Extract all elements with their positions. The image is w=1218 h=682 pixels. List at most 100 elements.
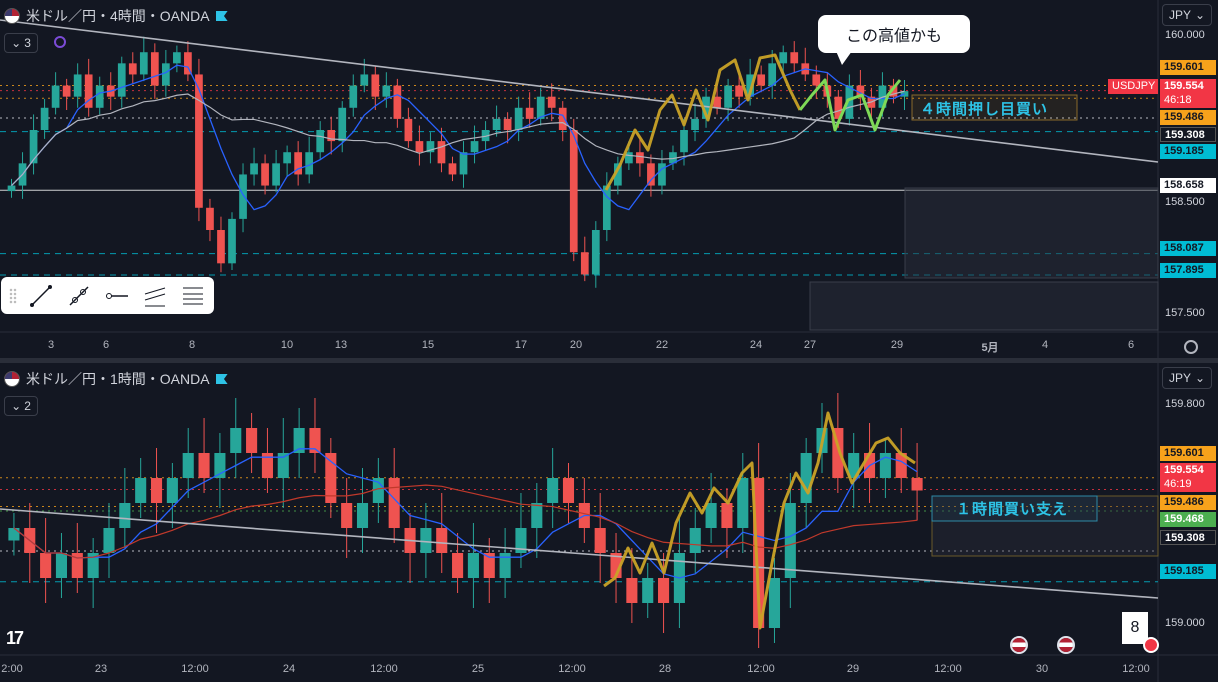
candle-body: [117, 63, 126, 97]
candle-body: [669, 152, 677, 164]
event-count[interactable]: 8: [1122, 612, 1148, 644]
candle-body: [753, 478, 765, 628]
chevron-down-icon: ⌄: [1194, 8, 1205, 22]
trend-line-icon[interactable]: [27, 282, 55, 310]
time-axis-tick: 4: [1041, 339, 1049, 351]
candle-body: [293, 428, 305, 453]
fib-retracement-icon[interactable]: [179, 282, 207, 310]
settings-icon[interactable]: [1184, 340, 1198, 354]
candle-body: [261, 453, 273, 478]
candle-body: [680, 130, 688, 153]
currency-select[interactable]: JPY ⌄: [1162, 367, 1212, 389]
time-axis-tick: 12:00: [1122, 663, 1150, 675]
chart-pane-1h[interactable]: 米ドル／円・1時間・OANDA ⌄ 2 JPY ⌄ １時間買い支え 159.60…: [0, 363, 1218, 682]
time-axis-tick: 3: [47, 339, 55, 351]
candle-body: [483, 553, 495, 578]
candle-body: [103, 528, 115, 553]
candle-body: [382, 85, 391, 97]
candle-body: [150, 478, 163, 503]
price-axis-tick: 157.500: [1165, 307, 1205, 319]
chevron-down-icon: ⌄: [1194, 371, 1205, 385]
ray-icon[interactable]: [65, 282, 93, 310]
time-axis-tick: 12:00: [370, 663, 398, 675]
symbol-header[interactable]: 米ドル／円・4時間・OANDA: [4, 6, 228, 26]
candle-body: [514, 107, 523, 130]
candle-body: [437, 141, 446, 164]
zone-rect: [904, 187, 1159, 279]
moving-average-line: [13, 448, 918, 579]
price-tag: 159.554: [1160, 79, 1216, 94]
candle-body: [525, 107, 534, 119]
candle-body: [182, 453, 194, 478]
candle-body: [84, 74, 93, 108]
candle-body: [800, 453, 812, 503]
candle-body: [436, 528, 448, 553]
chart-canvas-1h[interactable]: [0, 363, 1218, 682]
time-axis-tick: 30: [1035, 663, 1049, 675]
candle-body: [161, 63, 170, 86]
candle-body: [531, 503, 543, 528]
candle-body: [150, 52, 159, 86]
indicators-toggle[interactable]: ⌄ 3: [4, 33, 38, 53]
candle-body: [602, 185, 611, 230]
candle-body: [779, 52, 788, 64]
candle-body: [305, 152, 314, 175]
candle-body: [426, 141, 435, 153]
time-axis-tick: 17: [514, 339, 528, 351]
currency-select[interactable]: JPY ⌄: [1162, 4, 1212, 26]
horizontal-ray-icon[interactable]: [103, 282, 131, 310]
candle-body: [705, 503, 717, 528]
us-event-icon[interactable]: [1057, 636, 1075, 654]
time-axis-tick: 29: [890, 339, 904, 351]
callout-high[interactable]: この高値かも: [818, 15, 970, 65]
indicators-toggle[interactable]: ⌄ 2: [4, 396, 38, 416]
price-tag: 159.308: [1160, 127, 1216, 142]
candle-body: [372, 478, 384, 503]
pane-divider[interactable]: [0, 358, 1218, 363]
candle-body: [658, 578, 670, 603]
time-axis-tick: 10: [280, 339, 294, 351]
indicator-count: 2: [24, 399, 31, 413]
candle-body: [246, 428, 258, 453]
candle-body: [325, 453, 337, 503]
chart-pane-4h[interactable]: 米ドル／円・4時間・OANDA ⌄ 3 JPY ⌄ この高値かも ４時間押し目買…: [0, 0, 1218, 358]
price-axis-tick: 158.500: [1165, 196, 1205, 208]
time-axis-tick: 5月: [981, 342, 999, 354]
candle-body: [415, 141, 424, 153]
candle-body: [503, 118, 512, 130]
jp-event-icon[interactable]: [1143, 637, 1159, 653]
candle-body: [547, 478, 559, 503]
parallel-channel-icon[interactable]: [141, 282, 169, 310]
candle-body: [470, 141, 479, 153]
candle-body: [8, 528, 20, 541]
note-1h-support[interactable]: １時間買い支え: [956, 501, 1069, 518]
candle-body: [689, 528, 701, 553]
candle-body: [388, 478, 400, 528]
chart-canvas-4h[interactable]: [0, 0, 1218, 358]
price-tag: 159.486: [1160, 495, 1216, 510]
ticker-badge: USDJPY: [1108, 79, 1158, 94]
candle-body: [261, 163, 269, 186]
candle-body: [757, 74, 766, 86]
price-axis-tick: 159.000: [1165, 617, 1205, 629]
candle-body: [283, 152, 291, 164]
candle-body: [7, 185, 16, 192]
note-4h-dip-buy[interactable]: ４時間押し目買い: [920, 101, 1049, 118]
zone-rect: [931, 495, 1159, 557]
hand-drawn-path: [604, 53, 802, 191]
countdown-timer: 46:19: [1160, 477, 1216, 492]
symbol-title: 米ドル／円・1時間・OANDA: [26, 371, 210, 387]
price-tag: 159.601: [1160, 60, 1216, 75]
candle-body: [647, 163, 655, 186]
time-axis-tick: 29: [846, 663, 860, 675]
time-axis-tick: 12:00: [747, 663, 775, 675]
candle-body: [834, 96, 843, 119]
candle-body: [895, 453, 907, 478]
symbol-header[interactable]: 米ドル／円・1時間・OANDA: [4, 369, 228, 389]
candle-body: [73, 74, 82, 97]
us-event-icon[interactable]: [1010, 636, 1028, 654]
drag-handle-icon[interactable]: [9, 287, 17, 304]
candle-body: [721, 503, 733, 528]
drawing-toolbar[interactable]: [1, 277, 214, 314]
candle-body: [371, 74, 380, 97]
